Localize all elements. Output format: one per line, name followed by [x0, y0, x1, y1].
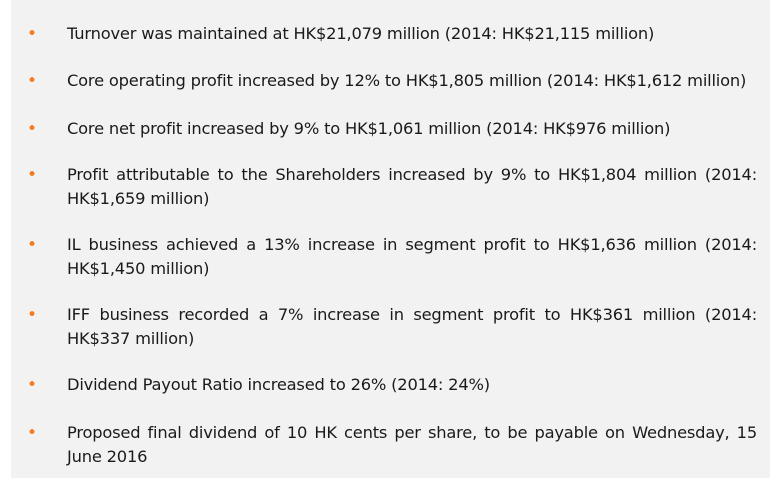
highlight-text: Profit attributable to the Shareholders …: [67, 165, 757, 208]
bullet-icon: •: [27, 423, 38, 443]
highlight-text: IL business achieved a 13% increase in s…: [67, 235, 757, 278]
bullet-icon: •: [27, 24, 38, 44]
highlight-text: IFF business recorded a 7% increase in s…: [67, 305, 757, 348]
bullet-icon: •: [27, 119, 38, 139]
highlight-text: Dividend Payout Ratio increased to 26% (…: [67, 375, 490, 394]
bullet-icon: •: [27, 235, 38, 255]
highlight-text: Turnover was maintained at HK$21,079 mil…: [67, 24, 655, 43]
highlights-panel: • Turnover was maintained at HK$21,079 m…: [11, 0, 770, 478]
highlight-text: Core net profit increased by 9% to HK$1,…: [67, 119, 671, 138]
bullet-icon: •: [27, 165, 38, 185]
highlight-text: Proposed final dividend of 10 HK cents p…: [67, 423, 757, 466]
bullet-icon: •: [27, 71, 38, 91]
highlight-text: Core operating profit increased by 12% t…: [67, 71, 747, 90]
bullet-icon: •: [27, 375, 38, 395]
bullet-icon: •: [27, 305, 38, 325]
